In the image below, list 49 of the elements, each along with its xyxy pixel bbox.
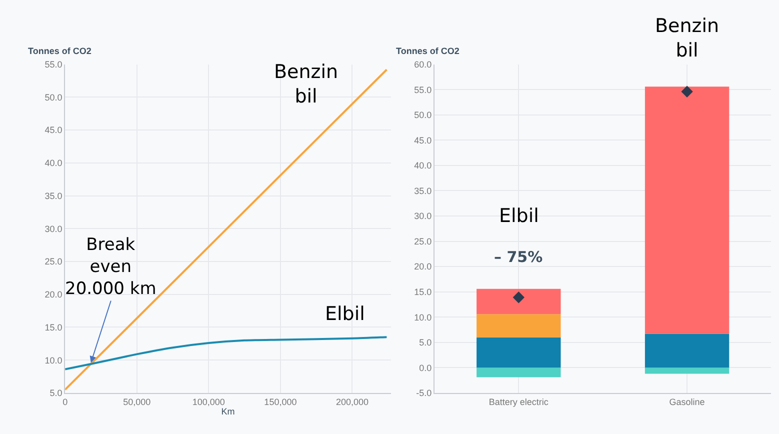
bar	[476, 337, 561, 368]
y-tick-label: 10.0	[414, 312, 432, 322]
y-tick-label: 20.0	[44, 290, 62, 300]
y-tick-label: 15.0	[414, 287, 432, 297]
annotation: – 75%	[494, 248, 543, 266]
y-tick-label: 0.0	[419, 362, 432, 373]
y-tick-label: 5.0	[419, 338, 432, 348]
y-axis-title: Tonnes of CO2	[28, 46, 92, 56]
bar	[476, 314, 561, 338]
y-tick-label: 40.0	[414, 160, 432, 171]
y-tick-label: 35.0	[44, 190, 62, 201]
y-tick-label: 55.0	[44, 60, 62, 70]
y-tick-label: 20.0	[414, 262, 432, 272]
y-tick-label: 45.0	[44, 125, 62, 136]
y-axis-title: Tonnes of CO2	[396, 46, 460, 56]
x-tick-label: 50,000	[123, 396, 151, 407]
annotation: Benzin bil	[274, 61, 338, 108]
bar	[476, 368, 561, 378]
y-tick-label: 15.0	[44, 322, 62, 332]
y-tick-label: 50.0	[44, 92, 62, 102]
x-tick-label: 100,000	[192, 396, 225, 407]
y-tick-label: 30.0	[44, 224, 62, 234]
x-tick-label: Gasoline	[669, 396, 705, 407]
y-tick-label: 30.0	[414, 211, 432, 222]
text: Benzin bil	[655, 15, 720, 62]
bar	[644, 86, 730, 334]
x-tick-label: 0	[62, 396, 68, 407]
annotation: Elbil	[499, 205, 539, 227]
y-tick-label: 55.0	[414, 84, 432, 95]
y-tick-label: 40.0	[44, 158, 62, 168]
y-tick-label: 10.0	[44, 355, 62, 366]
y-tick-label: 35.0	[414, 186, 432, 196]
y-tick-label: 5.0	[50, 388, 62, 398]
x-tick-label: Battery electric	[488, 396, 549, 407]
annotation: Elbil	[325, 303, 365, 325]
x-tick-label: 200,000	[336, 396, 369, 407]
y-tick-label: 25.0	[414, 236, 432, 246]
y-tick-label: 50.0	[414, 110, 432, 120]
y-tick-label: 45.0	[414, 135, 432, 146]
x-axis-title: Km	[221, 406, 235, 417]
y-tick-label: 25.0	[44, 256, 62, 267]
annotation: Break even 20.000 km	[65, 235, 156, 300]
bar	[476, 288, 561, 314]
x-tick-label: 150,000	[264, 396, 297, 407]
bar	[644, 368, 730, 374]
bar	[644, 334, 730, 368]
line-series	[65, 336, 388, 370]
y-tick-label: -5.0	[416, 388, 432, 398]
y-tick-label: 60.0	[414, 60, 432, 70]
